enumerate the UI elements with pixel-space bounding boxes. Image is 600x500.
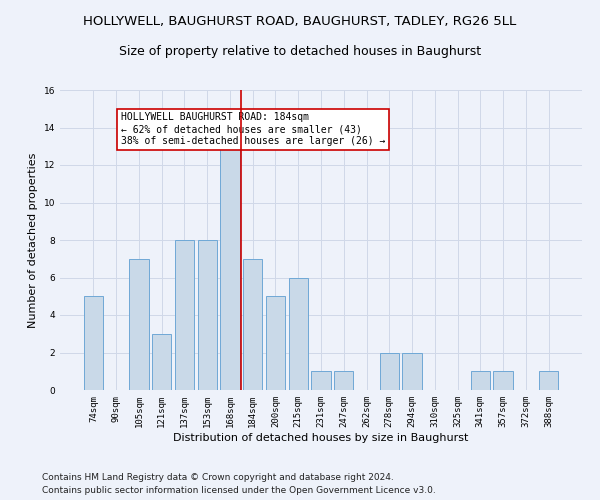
Bar bbox=[311, 371, 331, 390]
Text: Size of property relative to detached houses in Baughurst: Size of property relative to detached ho… bbox=[119, 45, 481, 58]
Bar bbox=[243, 259, 262, 390]
Text: HOLLYWELL, BAUGHURST ROAD, BAUGHURST, TADLEY, RG26 5LL: HOLLYWELL, BAUGHURST ROAD, BAUGHURST, TA… bbox=[83, 15, 517, 28]
Bar bbox=[220, 146, 239, 390]
Bar bbox=[493, 371, 513, 390]
Bar bbox=[129, 259, 149, 390]
Y-axis label: Number of detached properties: Number of detached properties bbox=[28, 152, 38, 328]
Text: HOLLYWELL BAUGHURST ROAD: 184sqm
← 62% of detached houses are smaller (43)
38% o: HOLLYWELL BAUGHURST ROAD: 184sqm ← 62% o… bbox=[121, 112, 385, 146]
Bar bbox=[175, 240, 194, 390]
Bar bbox=[380, 352, 399, 390]
X-axis label: Distribution of detached houses by size in Baughurst: Distribution of detached houses by size … bbox=[173, 432, 469, 442]
Bar bbox=[84, 296, 103, 390]
Bar bbox=[266, 296, 285, 390]
Bar bbox=[403, 352, 422, 390]
Text: Contains HM Land Registry data © Crown copyright and database right 2024.: Contains HM Land Registry data © Crown c… bbox=[42, 474, 394, 482]
Bar bbox=[334, 371, 353, 390]
Bar bbox=[470, 371, 490, 390]
Text: Contains public sector information licensed under the Open Government Licence v3: Contains public sector information licen… bbox=[42, 486, 436, 495]
Bar bbox=[539, 371, 558, 390]
Bar bbox=[197, 240, 217, 390]
Bar bbox=[152, 334, 172, 390]
Bar bbox=[289, 278, 308, 390]
